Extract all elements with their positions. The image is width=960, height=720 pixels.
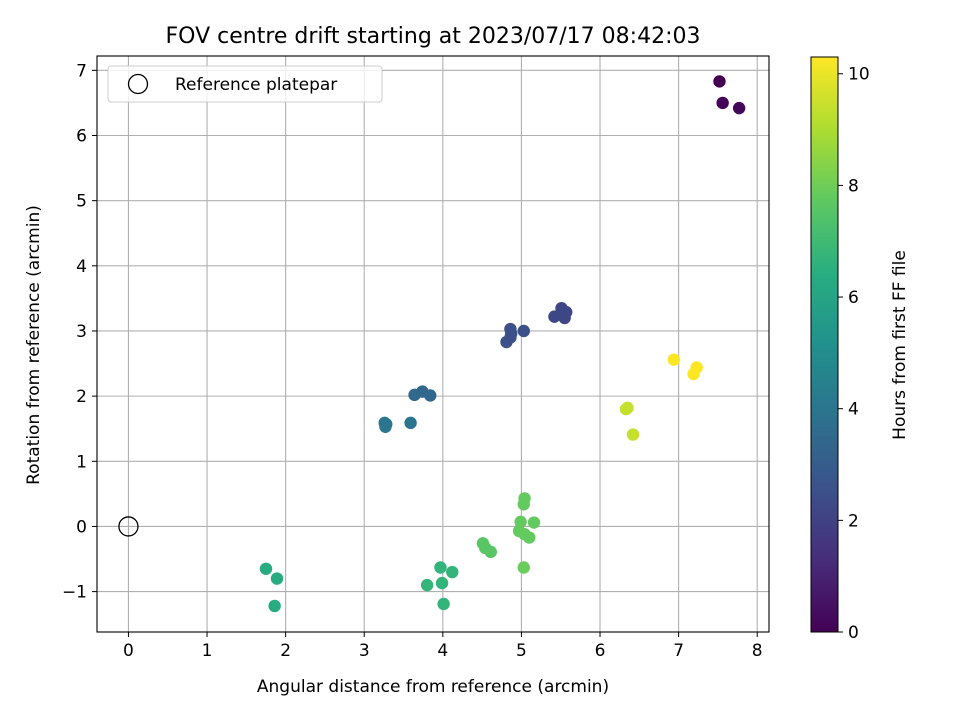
data-point — [270, 572, 284, 585]
data-point — [716, 96, 729, 110]
data-point — [379, 420, 392, 433]
x-tick-label: 0 — [123, 641, 134, 661]
data-point — [517, 561, 530, 574]
colorbar-tick-label: 4 — [848, 400, 859, 420]
data-point — [517, 498, 530, 511]
data-point — [437, 597, 450, 611]
x-tick-label: 6 — [595, 641, 606, 661]
colorbar: 0 2 4 6 8 10 Hours from first FF file — [810, 56, 910, 643]
data-point — [420, 578, 434, 592]
y-tick-label: 5 — [76, 192, 87, 212]
data-point — [404, 416, 417, 430]
y-axis-label: Rotation from reference (arcmin) — [24, 205, 44, 485]
colorbar-tick-label: 6 — [848, 288, 859, 308]
data-points — [259, 75, 746, 613]
data-point — [667, 353, 681, 366]
x-tick-label: 8 — [752, 641, 763, 661]
data-point — [548, 310, 561, 323]
data-point — [517, 324, 530, 338]
data-point — [514, 515, 527, 529]
legend-marker-icon — [127, 73, 149, 95]
colorbar-tick-label: 8 — [848, 176, 859, 196]
legend: Reference platepar — [107, 65, 383, 103]
colorbar-ticks: 0 2 4 6 8 10 — [838, 65, 870, 643]
data-point — [732, 101, 746, 115]
colorbar-gradient — [810, 56, 839, 633]
y-tick-label: 6 — [76, 126, 87, 146]
y-tick-label: 7 — [76, 61, 87, 81]
legend-box — [107, 65, 383, 103]
data-point — [435, 576, 449, 590]
y-tick-label: 4 — [76, 257, 87, 277]
y-axis-ticks: −1 0 1 2 3 4 5 6 7 — [62, 61, 97, 603]
y-tick-label: 3 — [76, 322, 87, 342]
y-tick-label: 0 — [76, 517, 87, 537]
data-point — [626, 428, 640, 441]
x-tick-label: 4 — [437, 641, 448, 661]
colorbar-tick-label: 10 — [848, 65, 870, 85]
y-tick-label: 1 — [76, 452, 87, 472]
x-tick-label: 7 — [673, 641, 684, 661]
data-point — [713, 75, 726, 88]
data-point — [434, 561, 447, 574]
data-point — [259, 562, 273, 575]
data-point — [621, 401, 634, 415]
colorbar-tick-label: 0 — [848, 623, 859, 643]
data-point — [558, 311, 571, 325]
reference-platepar-marker — [118, 516, 139, 537]
data-point — [527, 516, 541, 529]
data-point — [408, 388, 421, 402]
plot-frame — [96, 55, 770, 633]
colorbar-label: Hours from first FF file — [890, 250, 910, 440]
x-tick-label: 1 — [202, 641, 213, 661]
grid-lines — [97, 56, 769, 632]
colorbar-tick-label: 2 — [848, 511, 859, 531]
data-point — [523, 531, 536, 544]
y-tick-label: −1 — [62, 583, 87, 603]
data-point — [268, 599, 281, 613]
x-tick-label: 5 — [516, 641, 527, 661]
x-tick-label: 3 — [359, 641, 370, 661]
y-tick-label: 2 — [76, 387, 87, 407]
data-point — [484, 545, 497, 559]
x-tick-label: 2 — [280, 641, 291, 661]
data-point — [424, 389, 437, 402]
data-point — [446, 565, 459, 579]
data-point — [687, 367, 700, 381]
data-point — [500, 335, 513, 349]
x-axis-ticks: 0 1 2 3 4 5 6 7 8 — [123, 632, 763, 661]
x-axis-label: Angular distance from reference (arcmin) — [257, 677, 609, 697]
chart-title: FOV centre drift starting at 2023/07/17 … — [166, 24, 701, 49]
legend-entry-label: Reference platepar — [175, 75, 337, 95]
